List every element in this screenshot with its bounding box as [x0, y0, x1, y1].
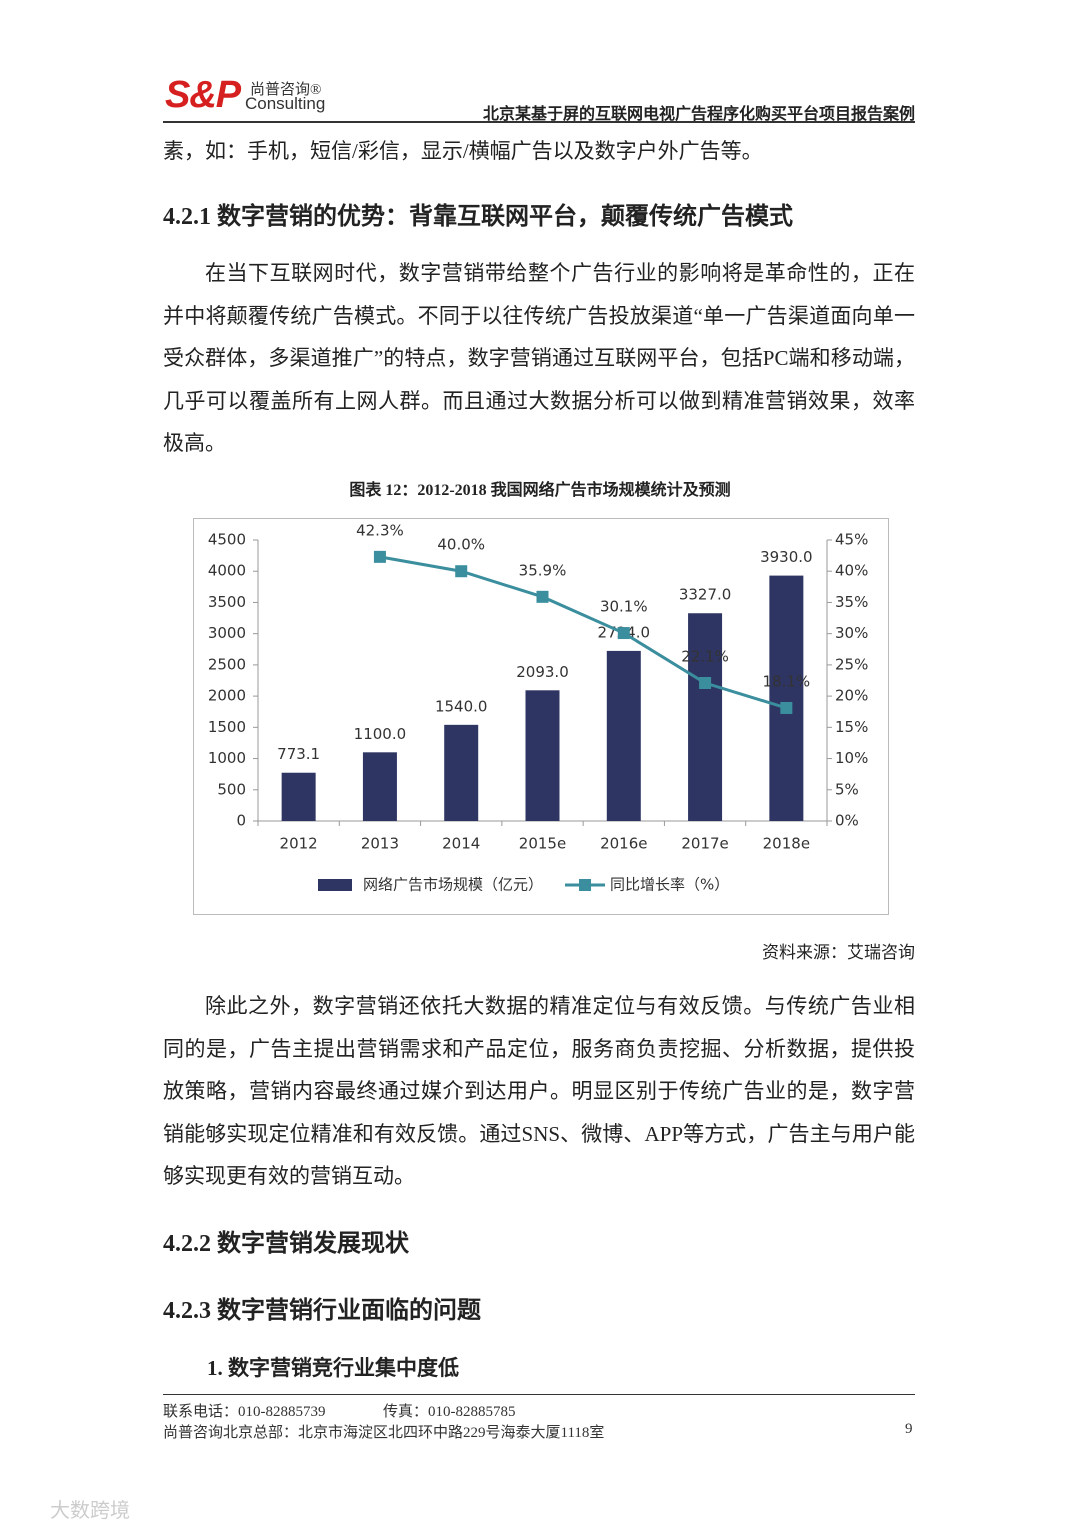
chart: 0 500 1000 1500 2000 2500 3000 3500 4000 4500 0% 5%…	[193, 518, 889, 915]
bar	[769, 575, 804, 821]
y-tick-label: 3000	[208, 624, 246, 642]
y2-tick-label: 0%	[835, 812, 859, 830]
line	[379, 555, 787, 710]
x-tick-label: 2015e	[519, 835, 566, 853]
logo-cn: 尚普咨询®	[250, 82, 322, 98]
header-rule	[163, 121, 915, 123]
value-label: 773.1	[277, 745, 320, 763]
heading: 4.2.3 数字营销行业面临的问题	[163, 1298, 481, 1324]
bar	[525, 690, 560, 821]
y2-tick-label: 45%	[835, 531, 868, 549]
value-label: 1100.0	[354, 725, 407, 743]
line-marker	[373, 550, 386, 563]
logo-mark: S&P	[165, 74, 241, 116]
y2-tick-label: 40%	[835, 562, 868, 580]
line-marker	[536, 590, 549, 603]
bar	[281, 772, 316, 821]
y2-tick-label: 25%	[835, 655, 868, 673]
bar	[606, 650, 641, 821]
x-tick-label: 2012	[280, 835, 318, 853]
y-tick-label: 4500	[208, 531, 246, 549]
legend-swatch	[318, 879, 352, 891]
y-tick-label: 1000	[208, 749, 246, 767]
y-tick-label: 3500	[208, 593, 246, 611]
line-marker	[780, 701, 793, 714]
bar	[688, 613, 723, 821]
line-marker	[617, 627, 630, 640]
bar	[444, 724, 479, 821]
heading: 4.2.2 数字营销发展现状	[163, 1231, 409, 1257]
paragraph: 素，如：手机，短信/彩信，显示/横幅广告以及数字户外广告等。	[163, 139, 763, 163]
legend-label: 同比增长率（%）	[610, 876, 729, 894]
y-tick-label: 2000	[208, 687, 246, 705]
y-tick-label: 0	[236, 812, 246, 830]
value-label: 18.1%	[763, 672, 811, 690]
watermark: 大数跨境	[50, 1498, 130, 1522]
x-tick-label: 2014	[442, 835, 480, 853]
y2-tick-label: 30%	[835, 624, 868, 642]
footer-rule	[163, 1394, 915, 1395]
paragraph: 除此之外，数字营销还依托大数据的精准定位与有效反馈。与传统广告业相同的是，广告主…	[163, 994, 915, 1188]
y2-tick-label: 35%	[835, 593, 868, 611]
value-label: 3930.0	[760, 548, 813, 566]
y-tick-label: 500	[217, 780, 246, 798]
footer-phone: 联系电话：010-82885739	[163, 1404, 326, 1420]
x-tick-label: 2016e	[600, 835, 647, 853]
value-label: 40.0%	[437, 536, 485, 554]
heading: 4.2.1 数字营销的优势：背靠互联网平台，颠覆传统广告模式	[163, 204, 793, 230]
value-label: 30.1%	[600, 598, 648, 616]
value-label: 2093.0	[516, 663, 569, 681]
value-label: 1540.0	[435, 697, 488, 715]
header-title: 北京某基于屏的互联网电视广告程序化购买平台项目报告案例	[482, 106, 915, 123]
x-tick-label: 2018e	[763, 835, 810, 853]
bar	[362, 752, 397, 821]
y2-tick-label: 15%	[835, 718, 868, 736]
y2-tick-label: 5%	[835, 780, 859, 798]
footer-address: 尚普咨询北京总部：北京市海淀区北四环中路229号海泰大厦1118室	[163, 1425, 605, 1441]
source: 资料来源：艾瑞咨询	[762, 943, 915, 962]
value-label: 3327.0	[679, 586, 732, 604]
legend-swatch	[579, 879, 592, 891]
line-marker	[699, 676, 712, 689]
subheading: 1. 数字营销竞行业集中度低	[207, 1356, 459, 1380]
value-label: 22.1%	[681, 647, 729, 665]
line-marker	[455, 565, 468, 578]
value-label: 35.9%	[519, 561, 567, 579]
figure-caption: 图表 12：2012-2018 我国网络广告市场规模统计及预测	[349, 482, 731, 499]
footer-fax: 传真：010-82885785	[383, 1404, 516, 1420]
y2-tick-label: 10%	[835, 749, 868, 767]
x-tick-label: 2017e	[681, 835, 728, 853]
value-label: 42.3%	[356, 521, 404, 539]
x-tick-label: 2013	[361, 835, 399, 853]
logo-en: Consulting	[245, 94, 326, 113]
page-number: 9	[905, 1421, 913, 1437]
y-tick-label: 2500	[208, 655, 246, 673]
y-tick-label: 1500	[208, 718, 246, 736]
legend-label: 网络广告市场规模（亿元）	[363, 876, 543, 894]
y-tick-label: 4000	[208, 562, 246, 580]
paragraph: 在当下互联网时代，数字营销带给整个广告行业的影响将是革命性的，正在并中将颠覆传统…	[163, 261, 915, 455]
y2-tick-label: 20%	[835, 687, 868, 705]
